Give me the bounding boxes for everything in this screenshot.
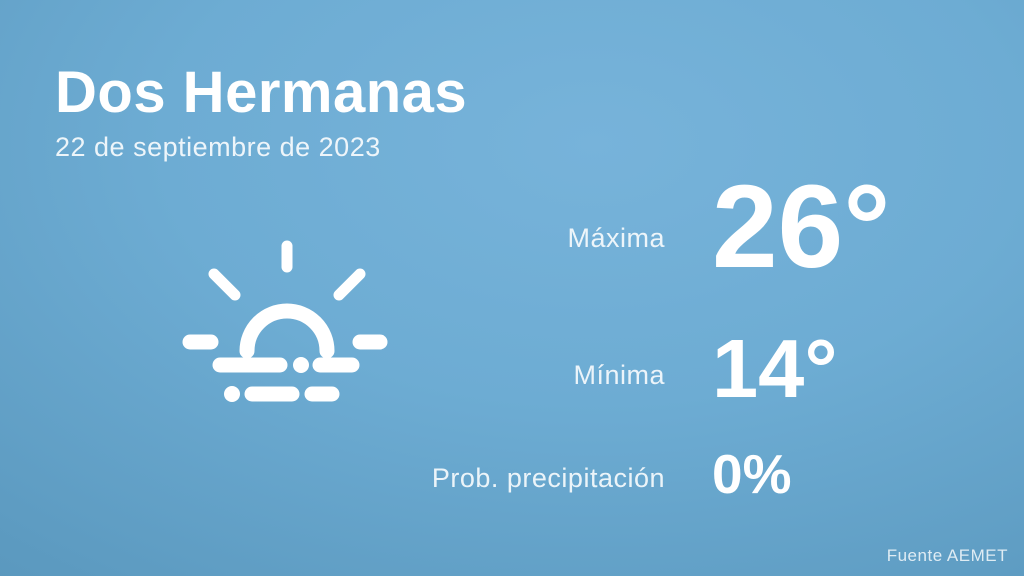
location-title: Dos Hermanas [55,60,468,125]
precipitation-label: Prob. precipitación [431,463,665,493]
max-temp-label: Máxima [567,223,665,253]
data-source-credit: Fuente AEMET [886,546,1008,565]
precipitation-value: 0% [712,443,792,505]
forecast-date: 22 de septiembre de 2023 [55,132,381,162]
max-temp-value: 26° [712,161,891,293]
hazy-sunrise-icon [178,236,392,406]
header: Dos Hermanas 22 de septiembre de 2023 [55,64,467,163]
min-temp-value: 14° [712,322,838,415]
min-temp-label: Mínima [573,360,665,390]
